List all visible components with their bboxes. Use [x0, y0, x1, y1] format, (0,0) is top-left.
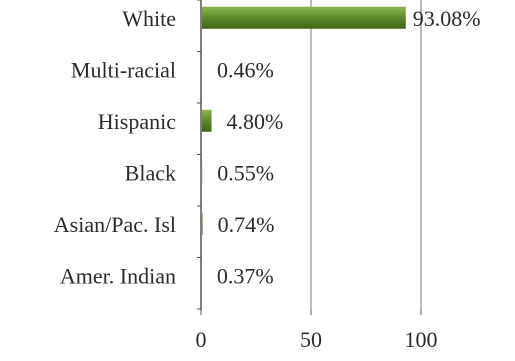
x-tick-labels: 0 50 100 [196, 327, 438, 352]
value-label-multi-racial: 0.46% [217, 57, 274, 82]
category-label-hispanic: Hispanic [98, 109, 176, 134]
category-label-asian-pac-isl: Asian/Pac. Isl [54, 212, 176, 237]
category-label-amer-indian: Amer. Indian [60, 263, 176, 288]
value-label-black: 0.55% [217, 160, 274, 185]
value-label-hispanic: 4.80% [227, 109, 284, 134]
value-labels: 93.08% 0.46% 4.80% 0.55% 0.74% 0.37% [217, 6, 481, 289]
value-label-asian-pac-isl: 0.74% [218, 212, 275, 237]
category-labels: White Multi-racial Hispanic Black Asian/Pac.… [54, 6, 176, 289]
category-label-white: White [122, 6, 176, 31]
x-tick-label-50: 50 [300, 327, 322, 352]
bar-hispanic [202, 110, 212, 132]
category-label-multi-racial: Multi-racial [71, 57, 176, 82]
x-tick-label-0: 0 [196, 327, 207, 352]
category-label-black: Black [125, 160, 176, 185]
bar-white [202, 7, 406, 29]
value-label-white: 93.08% [413, 6, 481, 31]
value-label-amer-indian: 0.37% [217, 263, 274, 288]
x-tick-label-100: 100 [405, 327, 438, 352]
gridlines [311, 0, 421, 310]
bar-asian-pac-isl [202, 213, 203, 235]
